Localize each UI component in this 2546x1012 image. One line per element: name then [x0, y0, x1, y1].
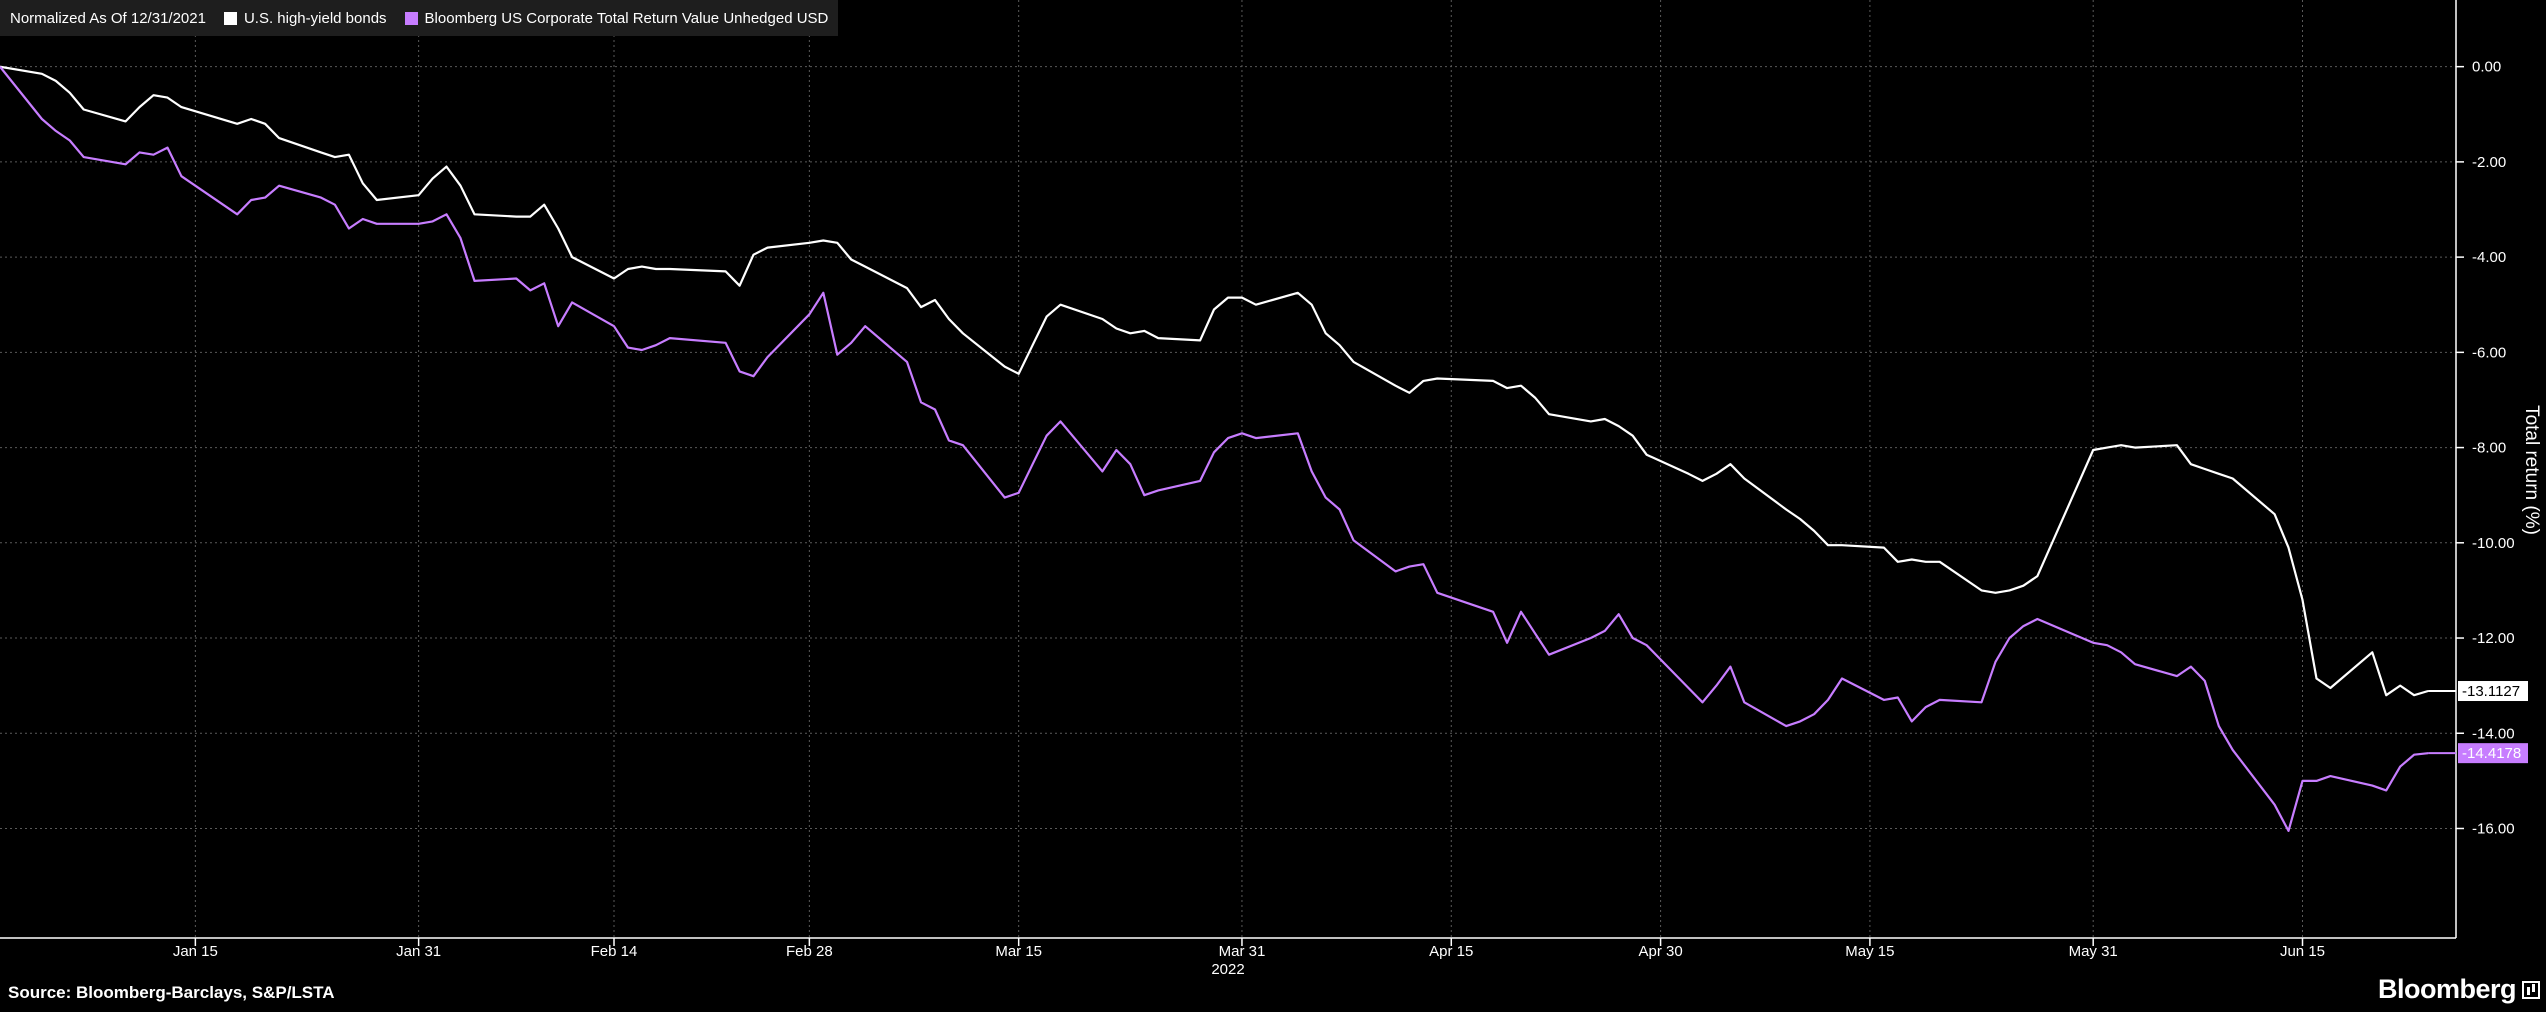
y-tick-label: -4.00	[2472, 249, 2506, 266]
x-tick-label: Jan 15	[173, 943, 218, 960]
series-line-1	[0, 66, 2429, 832]
legend-label-corporate: Bloomberg US Corporate Total Return Valu…	[424, 9, 829, 27]
last-value-label: -14.4178	[2462, 745, 2521, 762]
y-axis-ticks: 0.00 -2.00 -4.00 -6.00 -8.00 -10.00 -12.00 -14.…	[2456, 59, 2515, 837]
legend-swatch-high-yield	[223, 11, 237, 25]
horizontal-gridlines	[0, 66, 2456, 829]
x-tick-label: Mar 31	[1219, 943, 1266, 960]
last-value-tag-1: -14.4178	[2428, 743, 2528, 764]
legend-item-corporate: Bloomberg US Corporate Total Return Valu…	[404, 9, 829, 27]
y-tick-label: -8.00	[2472, 440, 2506, 457]
brand-name: Bloomberg	[2378, 974, 2517, 1004]
bloomberg-chart-icon	[2522, 980, 2541, 999]
y-tick-label: 0.00	[2472, 59, 2501, 76]
legend-swatch-corporate	[404, 11, 418, 25]
x-tick-label: Jan 31	[396, 943, 441, 960]
source-note: Source: Bloomberg-Barclays, S&P/LSTA	[8, 983, 335, 1002]
x-tick-label: Jun 15	[2280, 943, 2325, 960]
x-axis-ticks: Jan 15 Jan 31 Feb 14 Feb 28 Mar 15 Mar 31 Apr …	[173, 938, 2325, 960]
x-tick-label: Apr 30	[1638, 943, 1682, 960]
legend-note: Normalized As Of 12/31/2021	[10, 9, 206, 27]
vertical-gridlines	[194, 0, 2303, 938]
last-value-box	[2458, 743, 2528, 764]
last-value-box	[2458, 681, 2528, 702]
y-tick-label: -14.00	[2472, 725, 2515, 742]
y-tick-label: -6.00	[2472, 344, 2506, 361]
x-tick-label: Feb 28	[786, 943, 833, 960]
y-tick-label: -12.00	[2472, 630, 2515, 647]
x-tick-label: May 15	[1845, 943, 1894, 960]
x-axis-year-label: 2022	[1211, 961, 1244, 978]
x-tick-label: May 31	[2069, 943, 2118, 960]
y-tick-label: -16.00	[2472, 820, 2515, 837]
brand-logo: Bloomberg	[2378, 974, 2541, 1005]
series-lines	[0, 65, 2429, 832]
y-tick-label: -2.00	[2472, 154, 2506, 171]
legend-item-high-yield: U.S. high-yield bonds	[223, 9, 387, 27]
legend: Normalized As Of 12/31/2021 U.S. high-yi…	[0, 0, 839, 36]
legend-label-high-yield: U.S. high-yield bonds	[243, 9, 387, 27]
x-tick-label: Mar 15	[995, 943, 1042, 960]
last-value-tag-0: -13.1127	[2428, 681, 2528, 702]
x-tick-label: Feb 14	[591, 943, 638, 960]
x-tick-label: Apr 15	[1429, 943, 1473, 960]
last-value-label: -13.1127	[2462, 683, 2520, 700]
last-value-tags: -13.1127 -14.4178	[2428, 681, 2528, 764]
series-line-0	[0, 65, 2429, 697]
y-tick-label: -10.00	[2472, 535, 2515, 552]
y-axis-label: Total return (%)	[2521, 405, 2542, 535]
